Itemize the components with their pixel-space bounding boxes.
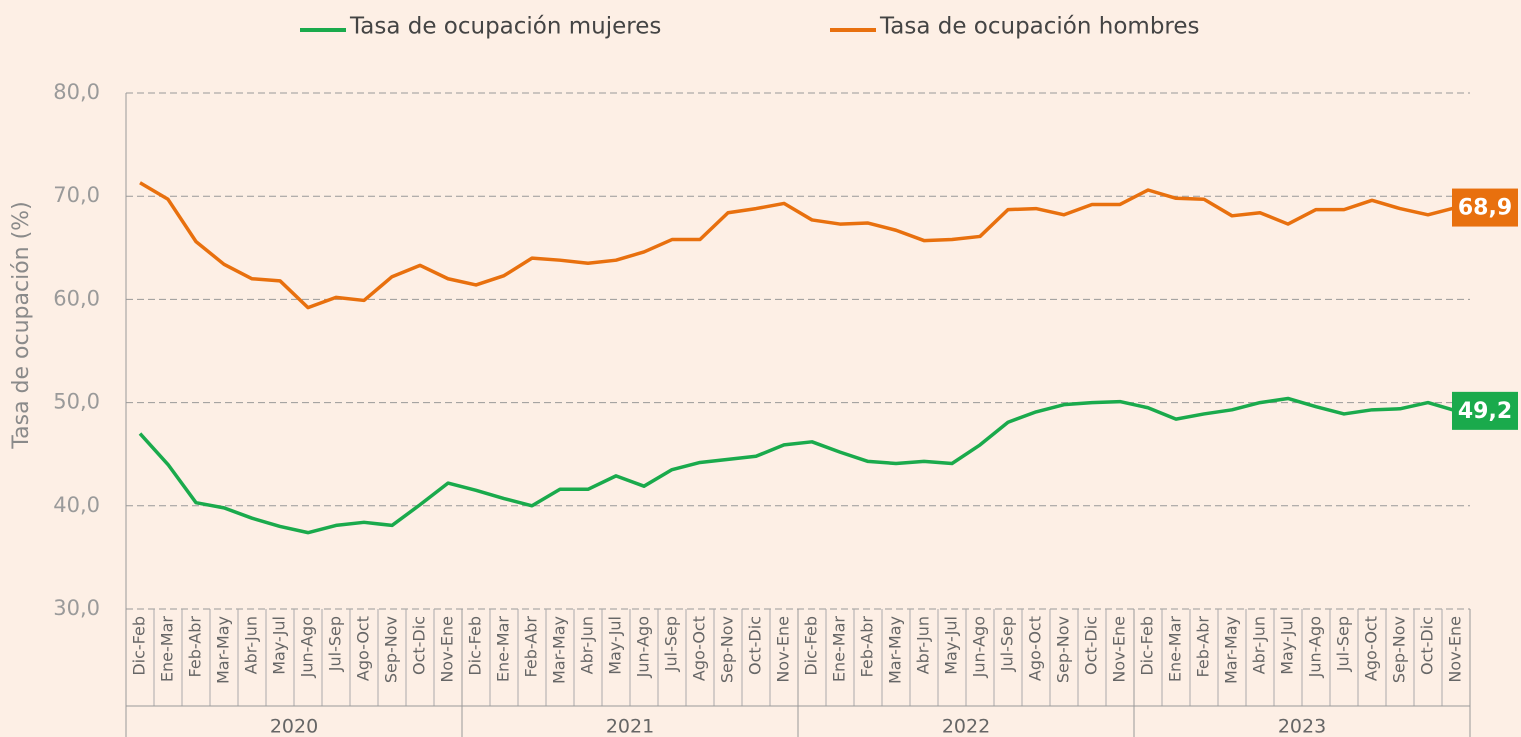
x-tick-label: Feb-Abr <box>858 616 877 678</box>
x-tick-label: Oct-Dic <box>746 616 765 675</box>
x-tick-label: Ene-Mar <box>830 616 849 682</box>
legend-label: Tasa de ocupación mujeres <box>349 14 661 40</box>
x-tick-label: Dic-Feb <box>466 616 485 676</box>
x-tick-label: Ene-Mar <box>494 616 513 682</box>
x-tick-label: May-Jul <box>270 616 289 675</box>
x-tick-label: Ago-Oct <box>1362 616 1381 681</box>
x-tick-label: Oct-Dic <box>1418 616 1437 675</box>
x-tick-label: Ago-Oct <box>354 616 373 681</box>
end-label-box <box>1452 391 1518 430</box>
x-tick-label: Mar-May <box>886 616 905 684</box>
x-tick-label: Ene-Mar <box>158 616 177 682</box>
x-tick-label: Jun-Ago <box>970 616 989 678</box>
x-tick-label: Ago-Oct <box>1026 616 1045 681</box>
x-tick-label: Jul-Sep <box>998 616 1017 672</box>
end-label: 49,2 <box>1458 399 1512 424</box>
x-tick-label: Jun-Ago <box>634 616 653 678</box>
y-tick-label: 50,0 <box>53 390 100 414</box>
x-tick-label: Feb-Abr <box>522 616 541 678</box>
year-label: 2021 <box>606 716 654 737</box>
x-tick-label: Mar-May <box>214 616 233 684</box>
y-tick-label: 80,0 <box>53 80 100 104</box>
x-tick-label: Feb-Abr <box>186 616 205 678</box>
year-label: 2020 <box>270 716 318 737</box>
year-label: 2022 <box>942 716 990 737</box>
y-tick-label: 40,0 <box>53 493 100 517</box>
x-tick-label: Dic-Feb <box>1138 616 1157 676</box>
x-tick-label: Dic-Feb <box>802 616 821 676</box>
x-tick-label: Nov-Ene <box>1446 616 1465 683</box>
x-tick-label: May-Jul <box>1278 616 1297 675</box>
end-label-box <box>1452 188 1518 227</box>
x-tick-label: Feb-Abr <box>1194 616 1213 678</box>
x-tick-label: Nov-Ene <box>774 616 793 683</box>
series-line <box>138 396 1457 535</box>
x-tick-label: Jul-Sep <box>662 616 681 672</box>
x-tick-label: Sep-Nov <box>1054 616 1073 683</box>
y-tick-label: 70,0 <box>53 183 100 207</box>
x-tick-label: Jun-Ago <box>1306 616 1325 678</box>
x-tick-label: Jul-Sep <box>1334 616 1353 672</box>
x-tick-label: Ene-Mar <box>1166 616 1185 682</box>
x-tick-label: Abr-Jun <box>578 616 597 674</box>
x-tick-label: Abr-Jun <box>242 616 261 674</box>
y-tick-label: 60,0 <box>53 286 100 310</box>
x-tick-label: Abr-Jun <box>1250 616 1269 674</box>
x-tick-label: Nov-Ene <box>1110 616 1129 683</box>
x-tick-label: Oct-Dic <box>1082 616 1101 675</box>
x-tick-label: May-Jul <box>942 616 961 675</box>
x-tick-label: Oct-Dic <box>410 616 429 675</box>
x-tick-label: May-Jul <box>606 616 625 675</box>
x-tick-label: Jul-Sep <box>326 616 345 672</box>
x-tick-label: Mar-May <box>550 616 569 684</box>
x-tick-label: Sep-Nov <box>382 616 401 683</box>
x-tick-label: Sep-Nov <box>718 616 737 683</box>
x-tick-label: Mar-May <box>1222 616 1241 684</box>
x-tick-label: Abr-Jun <box>914 616 933 674</box>
end-label: 68,9 <box>1458 196 1512 221</box>
x-tick-label: Nov-Ene <box>438 616 457 683</box>
y-axis-label: Tasa de ocupación (%) <box>9 201 34 449</box>
x-tick-label: Dic-Feb <box>130 616 149 676</box>
legend-label: Tasa de ocupación hombres <box>879 14 1200 40</box>
y-tick-label: 30,0 <box>53 596 100 620</box>
x-tick-label: Sep-Nov <box>1390 616 1409 683</box>
year-label: 2023 <box>1278 716 1326 737</box>
series-line <box>139 181 1457 310</box>
x-tick-label: Ago-Oct <box>690 616 709 681</box>
x-tick-label: Jun-Ago <box>298 616 317 678</box>
